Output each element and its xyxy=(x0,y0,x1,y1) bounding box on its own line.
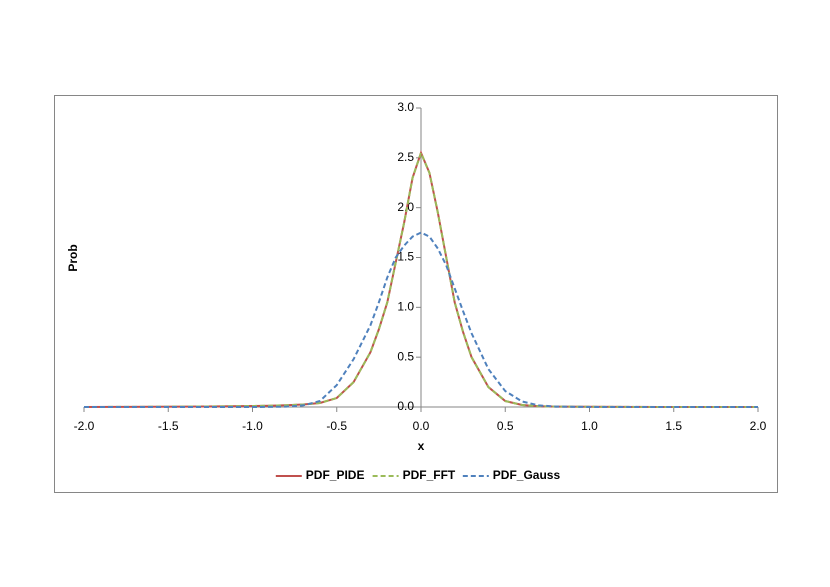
y-tick-label: 2.5 xyxy=(397,150,414,164)
legend-label: PDF_Gauss xyxy=(493,468,561,482)
legend-label: PDF_FFT xyxy=(403,468,456,482)
x-tick-label: -1.0 xyxy=(242,419,263,433)
chart-frame xyxy=(54,95,778,493)
x-tick-label: -1.5 xyxy=(158,419,179,433)
x-tick-label: 1.5 xyxy=(665,419,682,433)
x-tick-label: 0.5 xyxy=(497,419,514,433)
x-tick-label: 1.0 xyxy=(581,419,598,433)
x-tick-label: -2.0 xyxy=(74,419,95,433)
y-tick-label: 0.0 xyxy=(397,399,414,413)
series-line xyxy=(83,150,758,408)
x-axis-title: x xyxy=(418,439,425,453)
legend-label: PDF_PIDE xyxy=(306,468,365,482)
x-tick-label: 0.0 xyxy=(413,419,430,433)
y-tick-label: 2.0 xyxy=(397,200,414,214)
y-tick-label: 3.0 xyxy=(397,100,414,114)
series-line xyxy=(84,231,758,408)
y-tick-label: 1.5 xyxy=(397,250,414,264)
x-tick-label: 2.0 xyxy=(750,419,767,433)
y-tick-label: 1.0 xyxy=(397,300,414,314)
y-axis-title: Prob xyxy=(66,244,80,271)
x-tick-label: -0.5 xyxy=(326,419,347,433)
y-tick-label: 0.5 xyxy=(397,349,414,363)
